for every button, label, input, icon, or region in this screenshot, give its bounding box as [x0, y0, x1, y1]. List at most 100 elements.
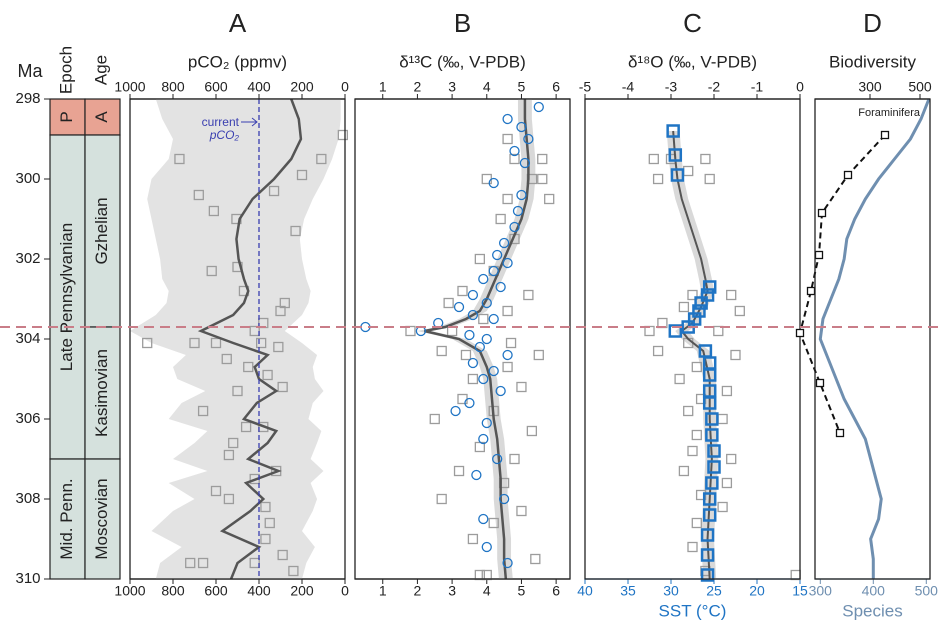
- data-point: [255, 337, 267, 349]
- data-point: [478, 433, 489, 445]
- data-point: [208, 205, 220, 217]
- data-point: [704, 173, 715, 185]
- data-point: [206, 265, 217, 277]
- data-point: [512, 205, 524, 217]
- data-point: [694, 296, 708, 310]
- x-tick-label: 0: [341, 583, 349, 599]
- data-point: [429, 413, 440, 425]
- data-point: [726, 453, 737, 465]
- data-point: [453, 301, 465, 313]
- data-point: [678, 465, 690, 477]
- uncertainty-band: [130, 99, 341, 579]
- panel-title: B: [454, 8, 471, 38]
- data-point: [498, 493, 510, 505]
- panel-frame: [814, 98, 931, 580]
- data-point: [277, 549, 288, 561]
- uncertainty-band: [666, 131, 719, 579]
- data-point: [243, 361, 254, 373]
- y-axis-label: Ma: [17, 61, 43, 81]
- data-point: [700, 528, 715, 542]
- panel-title: A: [229, 8, 247, 38]
- x-tick-label: 500: [915, 583, 939, 599]
- data-point: [730, 349, 741, 361]
- x-tick-label: 4: [483, 79, 491, 95]
- y-tick-label: 300: [15, 170, 40, 187]
- x-tick-label: 800: [161, 79, 185, 95]
- x-tick-label: -4: [622, 79, 635, 95]
- data-point: [457, 285, 468, 297]
- x-tick-label: 400: [247, 583, 271, 599]
- x-axis-label: Biodiversity: [829, 52, 916, 71]
- data-point: [453, 465, 465, 477]
- data-point: [481, 297, 492, 309]
- data-point: [880, 130, 890, 140]
- data-point: [467, 309, 479, 321]
- data-point: [260, 533, 271, 545]
- unit-label: Kasimovian: [92, 349, 111, 437]
- x-tick-label: 15: [792, 583, 808, 599]
- x-tick-label: 200: [290, 583, 314, 599]
- x-tick-label: 6: [552, 79, 560, 95]
- x-axis-label: Species: [842, 601, 902, 620]
- x-tick-label: 500: [908, 79, 932, 95]
- data-point: [264, 517, 275, 529]
- data-point: [288, 565, 299, 577]
- uncertainty-band: [417, 99, 536, 579]
- data-point: [210, 337, 222, 349]
- data-point: [502, 305, 513, 317]
- data-point: [705, 428, 719, 442]
- data-point: [648, 153, 659, 165]
- panel-frame: [354, 98, 571, 580]
- data-point: [691, 429, 702, 441]
- data-point: [262, 369, 273, 381]
- data-point: [478, 273, 489, 285]
- x-tick-label: 400: [247, 79, 271, 95]
- data-point: [436, 345, 447, 357]
- data-point: [210, 485, 222, 497]
- data-point: [502, 257, 513, 269]
- data-point: [652, 173, 664, 185]
- data-point: [474, 341, 485, 353]
- data-point: [835, 428, 845, 438]
- data-point: [502, 193, 513, 205]
- data-point: [337, 129, 349, 141]
- data-point: [478, 513, 489, 525]
- data-point: [817, 208, 827, 218]
- x-tick-label: 400: [862, 583, 886, 599]
- unit-label: Mid. Penn.: [57, 478, 76, 559]
- data-point: [533, 101, 544, 113]
- trend-line: [672, 130, 713, 580]
- x-tick-label: -5: [579, 79, 592, 95]
- x-tick-label: 30: [663, 583, 679, 599]
- data-point: [481, 569, 492, 581]
- x-tick-label: 600: [204, 583, 228, 599]
- data-point: [726, 289, 737, 301]
- data-point: [502, 349, 513, 361]
- data-point: [683, 165, 694, 177]
- data-point: [652, 345, 664, 357]
- data-point: [700, 548, 715, 562]
- data-point: [670, 168, 685, 182]
- x-tick-label: 0: [796, 79, 804, 95]
- data-point: [492, 249, 503, 261]
- x-tick-label: 40: [577, 583, 593, 599]
- unit-box: [84, 458, 121, 580]
- data-point: [197, 405, 209, 417]
- x-tick-label: 5: [518, 79, 526, 95]
- column-label: Epoch: [56, 46, 75, 94]
- data-point: [142, 337, 153, 349]
- data-point: [695, 489, 707, 501]
- plot-area: [644, 124, 801, 582]
- unit-label: Gzhelian: [92, 197, 111, 264]
- data-point: [488, 517, 499, 529]
- x-tick-label: 5: [518, 583, 526, 599]
- data-point: [668, 324, 683, 338]
- data-point: [523, 133, 534, 145]
- data-point: [734, 305, 745, 317]
- unit-box: [49, 134, 86, 460]
- reference-label: current: [202, 115, 240, 129]
- data-point: [713, 325, 724, 337]
- data-point: [197, 557, 209, 569]
- data-point: [290, 225, 301, 237]
- x-tick-label: -2: [708, 79, 721, 95]
